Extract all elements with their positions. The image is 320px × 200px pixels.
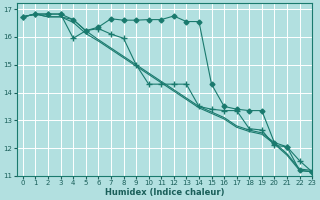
X-axis label: Humidex (Indice chaleur): Humidex (Indice chaleur) xyxy=(105,188,224,197)
